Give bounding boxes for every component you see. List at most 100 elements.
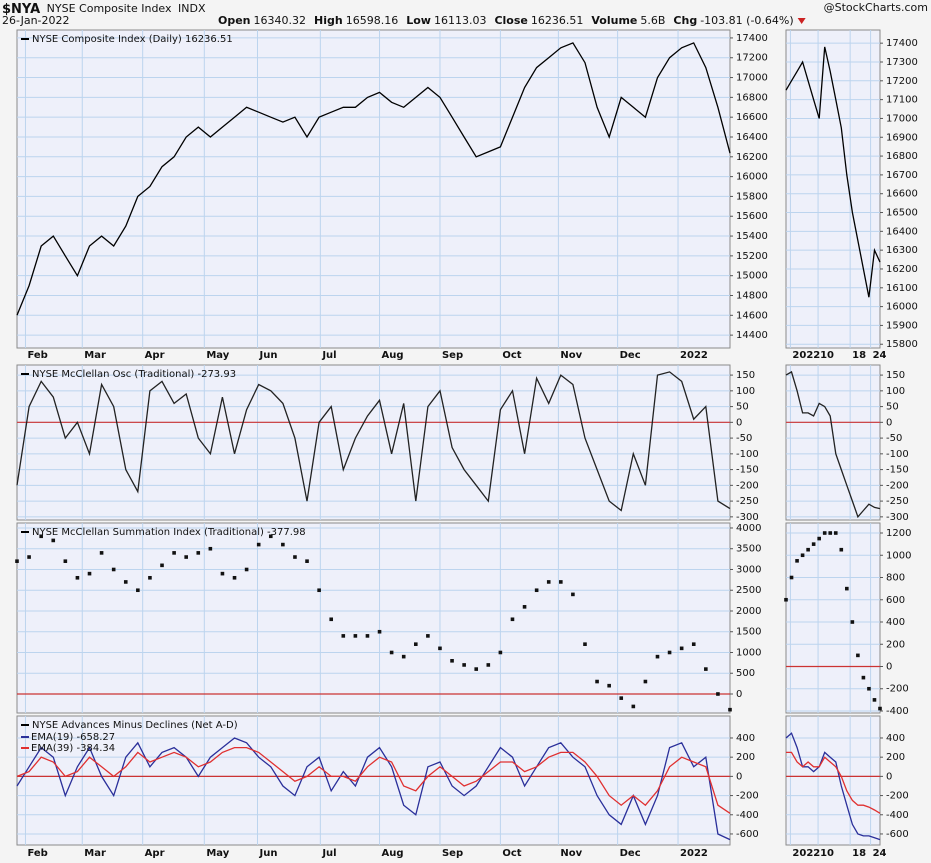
y-tick-label: 16400 xyxy=(886,226,918,237)
symbol-line: $NYA NYSE Composite Index INDX xyxy=(2,2,206,17)
y-tick-label: 15600 xyxy=(736,211,768,222)
quote-label: High xyxy=(314,14,343,27)
y-tick-label: 16000 xyxy=(886,302,918,313)
y-tick-label: 17200 xyxy=(736,53,768,64)
data-point xyxy=(583,642,587,646)
exchange: INDX xyxy=(178,2,206,15)
y-tick-label: 17300 xyxy=(886,57,918,68)
data-point xyxy=(317,588,321,593)
y-tick-label: 4000 xyxy=(736,523,761,534)
y-tick-label: 16600 xyxy=(886,189,918,200)
y-tick-label: 16200 xyxy=(736,152,768,163)
x-tick-label: 24 xyxy=(873,350,887,361)
data-point xyxy=(450,658,454,663)
x-tick-label: Aug xyxy=(382,848,404,859)
y-tick-label: 16000 xyxy=(736,172,768,183)
legend-label: EMA(39) -384.34 xyxy=(31,743,115,754)
y-tick-label: -200 xyxy=(886,480,909,491)
y-tick-label: 15400 xyxy=(736,231,768,242)
y-tick-label: -100 xyxy=(886,449,909,460)
data-point xyxy=(607,683,611,688)
panel-background xyxy=(785,364,881,521)
y-tick-label: -200 xyxy=(886,684,909,695)
x-tick-label: Oct xyxy=(502,350,521,361)
y-tick-label: -250 xyxy=(886,496,909,507)
panel-background xyxy=(785,29,881,349)
y-tick-label: 17100 xyxy=(886,95,918,106)
data-line xyxy=(16,746,731,814)
x-tick-label: Jul xyxy=(321,350,336,361)
data-point xyxy=(172,551,176,555)
data-point xyxy=(510,617,515,622)
quote-value: 16236.51 xyxy=(531,14,584,27)
y-tick-label: 400 xyxy=(886,617,905,628)
data-point xyxy=(413,642,418,646)
y-tick-label: -400 xyxy=(886,706,909,717)
change-arrow xyxy=(797,18,806,24)
y-tick-label: 0 xyxy=(736,689,742,700)
data-point xyxy=(438,646,442,651)
x-tick-label: 2022 xyxy=(680,350,708,361)
y-tick-label: 150 xyxy=(736,370,755,381)
y-tick-label: 15800 xyxy=(736,191,768,202)
data-point xyxy=(75,575,80,580)
data-point xyxy=(256,542,261,547)
data-point xyxy=(329,617,334,622)
index-name: NYSE Composite Index xyxy=(47,2,172,15)
y-tick-label: 3000 xyxy=(736,564,761,575)
quote-label: Close xyxy=(494,14,527,27)
quote-label: Open xyxy=(218,14,251,27)
y-tick-label: 500 xyxy=(736,668,755,679)
y-tick-label: 150 xyxy=(886,370,905,381)
data-line xyxy=(785,370,881,519)
x-tick-label: Nov xyxy=(560,848,582,859)
y-tick-label: 100 xyxy=(736,386,755,397)
data-line xyxy=(16,371,731,512)
data-point xyxy=(268,534,273,539)
data-line xyxy=(16,737,731,841)
y-tick-label: 16400 xyxy=(736,132,768,143)
y-tick-label: 16800 xyxy=(886,151,918,162)
data-point xyxy=(619,696,624,700)
x-tick-label: 10 xyxy=(820,350,834,361)
y-tick-label: 16500 xyxy=(886,208,918,219)
data-point xyxy=(822,531,827,535)
x-tick-label: May xyxy=(206,350,229,361)
x-tick-label: Apr xyxy=(145,848,165,859)
data-point xyxy=(208,546,213,551)
data-point xyxy=(136,588,140,593)
data-point xyxy=(148,575,152,580)
data-point xyxy=(51,538,56,543)
x-tick-label: Oct xyxy=(502,848,521,859)
y-tick-label: 14800 xyxy=(736,290,768,301)
y-tick-label: -250 xyxy=(736,496,759,507)
x-tick-label: 2022 xyxy=(680,848,708,859)
data-point xyxy=(498,650,503,655)
data-point xyxy=(872,698,877,702)
y-tick-label: -200 xyxy=(736,480,759,491)
data-point xyxy=(861,675,866,680)
y-tick-label: 16900 xyxy=(886,132,918,143)
y-tick-label: 0 xyxy=(736,417,742,428)
y-tick-label: 17400 xyxy=(736,33,768,44)
x-tick-label: 18 xyxy=(852,848,866,859)
data-point xyxy=(365,634,370,638)
y-tick-label: 17200 xyxy=(886,76,918,87)
data-point xyxy=(571,592,575,597)
y-tick-label: 17400 xyxy=(886,38,918,49)
y-tick-label: 0 xyxy=(886,662,892,673)
data-point xyxy=(87,571,92,576)
quote-label: Volume xyxy=(591,14,637,27)
data-point xyxy=(486,663,491,667)
x-tick-label: Feb xyxy=(27,848,47,859)
data-point xyxy=(196,551,201,555)
y-tick-label: 17000 xyxy=(736,73,768,84)
x-tick-label: Sep xyxy=(442,350,463,361)
data-point xyxy=(867,686,871,691)
y-tick-label: 200 xyxy=(886,752,905,763)
data-point xyxy=(341,634,346,638)
y-tick-label: 1500 xyxy=(736,627,761,638)
y-tick-label: 0 xyxy=(736,771,742,782)
symbol: $NYA xyxy=(2,2,40,17)
